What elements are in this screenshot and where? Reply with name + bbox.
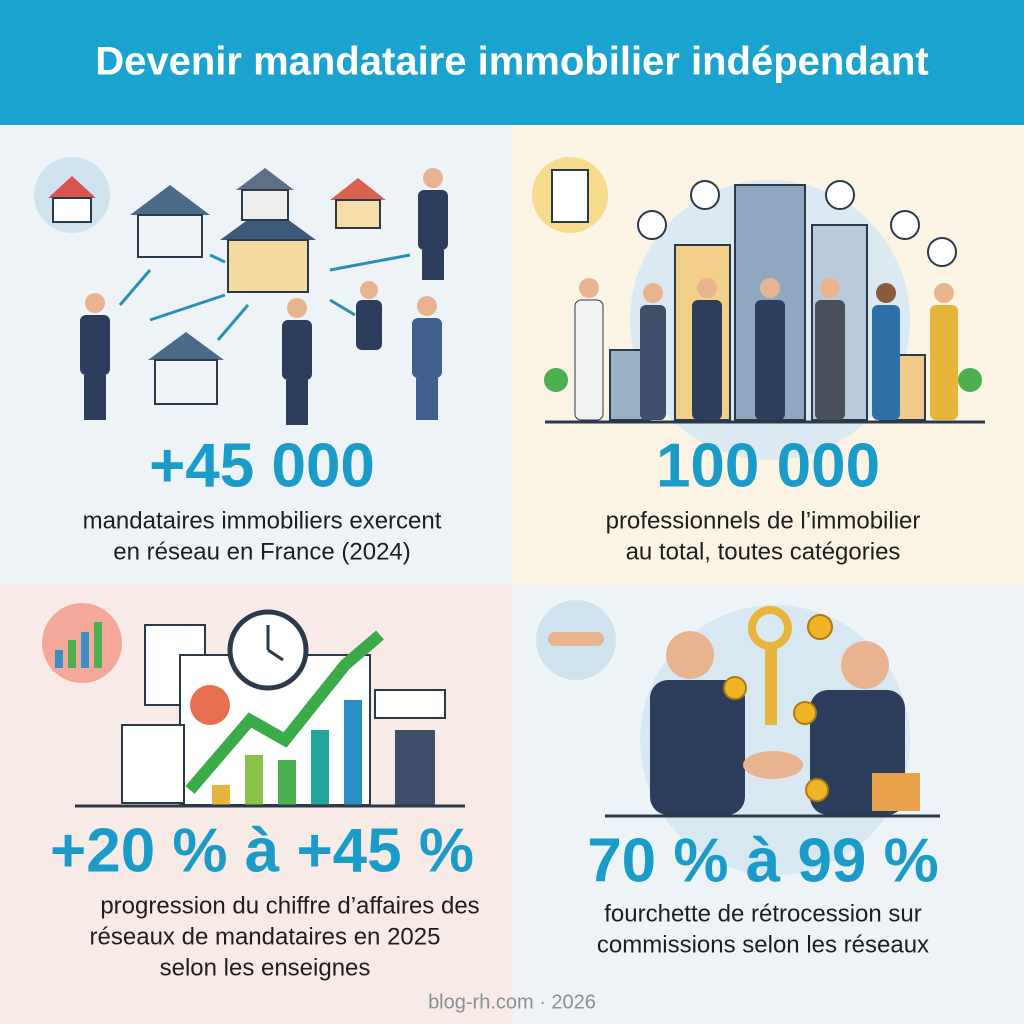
description-line: réseaux de mandataires en 2025 <box>90 923 441 950</box>
illustration-handshake <box>536 600 940 875</box>
illustration-city <box>532 157 985 460</box>
description-line: selon les enseignes <box>160 954 371 981</box>
description-line: commissions selon les réseaux <box>597 931 929 958</box>
illustration-network <box>34 157 448 425</box>
illustration-growth <box>42 603 465 808</box>
description-line: fourchette de rétrocession sur <box>604 900 922 927</box>
header-band <box>0 0 1024 125</box>
description-line: au total, toutes catégories <box>626 538 901 565</box>
stat: 70 % à 99 % <box>587 826 939 895</box>
stat: +45 000 <box>149 431 375 500</box>
footer: blog-rh.com · 2026 <box>428 991 596 1013</box>
description-line: en réseau en France (2024) <box>113 538 411 565</box>
stat: 100 000 <box>656 431 880 500</box>
description-line: progression du chiffre d’affaires des <box>100 892 479 919</box>
description-line: professionnels de l’immobilier <box>606 507 921 534</box>
description-line: mandataires immobiliers exercent <box>83 507 442 534</box>
title: Devenir mandataire immobilier indépendan… <box>95 40 929 84</box>
stat: +20 % à +45 % <box>50 816 474 885</box>
